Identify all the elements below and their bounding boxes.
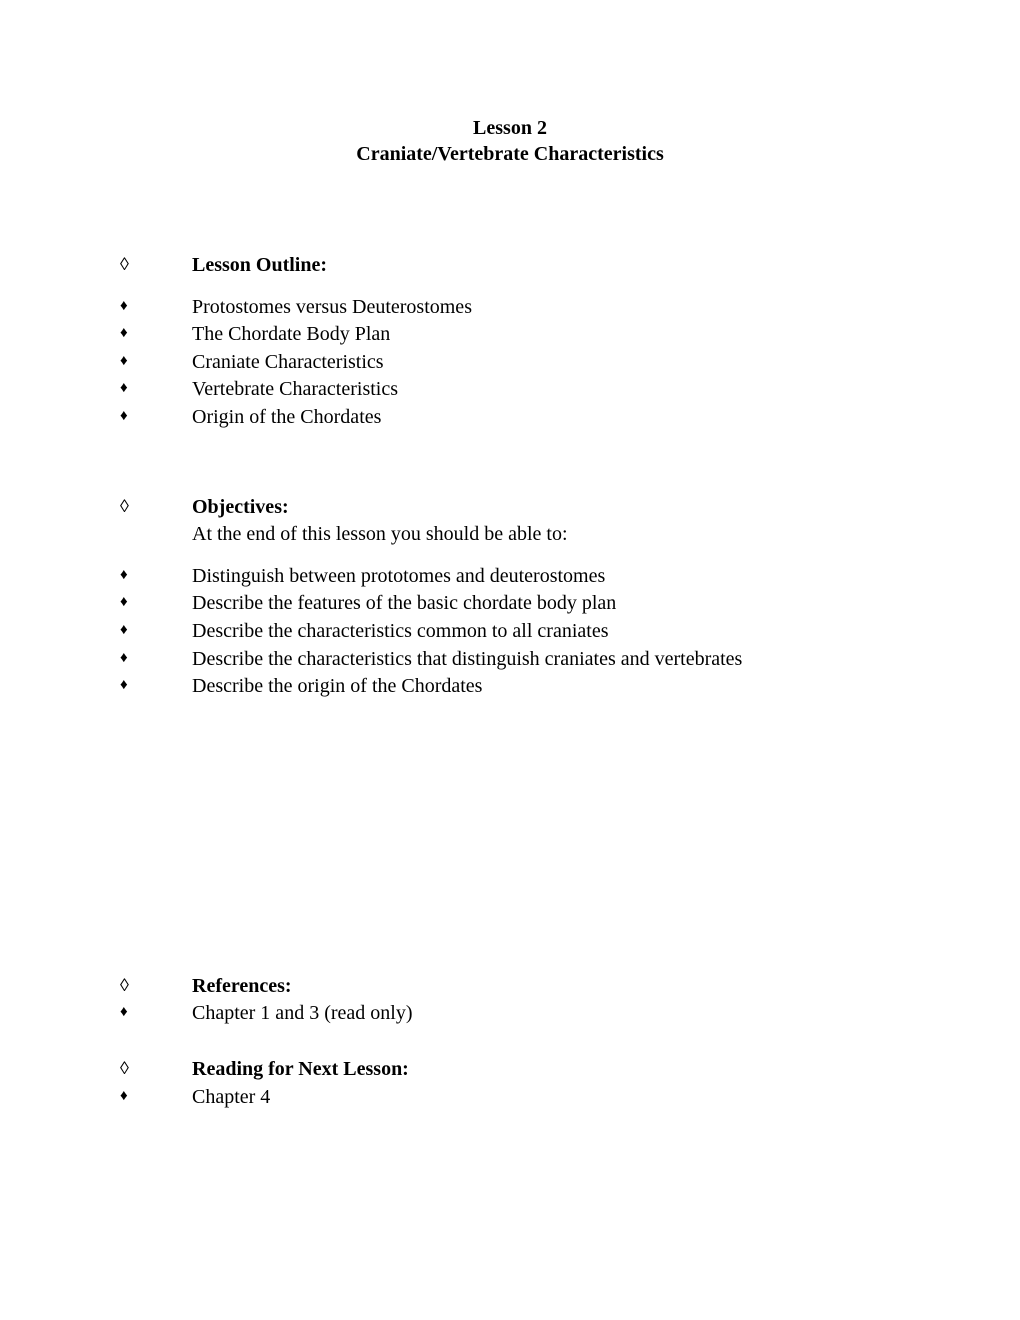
filled-diamond-icon: ♦ bbox=[120, 323, 192, 344]
filled-diamond-icon: ♦ bbox=[120, 620, 192, 641]
section-reading: ◊ Reading for Next Lesson: ♦ Chapter 4 bbox=[120, 1056, 900, 1111]
objectives-heading: Objectives: bbox=[192, 496, 289, 518]
outline-heading-row: ◊ Lesson Outline: bbox=[120, 252, 900, 280]
objectives-item: ♦ Describe the characteristics that dist… bbox=[120, 646, 900, 674]
objectives-subheading: At the end of this lesson you should be … bbox=[192, 523, 568, 545]
reading-item: ♦ Chapter 4 bbox=[120, 1084, 900, 1112]
title-line-2: Craniate/Vertebrate Characteristics bbox=[120, 141, 900, 167]
filled-diamond-icon: ♦ bbox=[120, 1086, 192, 1107]
objectives-item: ♦ Describe the characteristics common to… bbox=[120, 618, 900, 646]
section-references: ◊ References: ♦ Chapter 1 and 3 (read on… bbox=[120, 973, 900, 1028]
filled-diamond-icon: ♦ bbox=[120, 406, 192, 427]
filled-diamond-icon: ♦ bbox=[120, 675, 192, 696]
objectives-heading-row: ◊ Objectives: At the end of this lesson … bbox=[120, 494, 900, 549]
objectives-item-text: Describe the characteristics that distin… bbox=[192, 646, 900, 674]
filled-diamond-icon: ♦ bbox=[120, 648, 192, 669]
title-line-1: Lesson 2 bbox=[120, 115, 900, 141]
objectives-item-text: Describe the characteristics common to a… bbox=[192, 618, 900, 646]
objectives-heading-block: Objectives: At the end of this lesson yo… bbox=[192, 494, 900, 549]
reading-item-text: Chapter 4 bbox=[192, 1084, 900, 1112]
outline-item-text: Protostomes versus Deuterostomes bbox=[192, 294, 900, 322]
references-heading: References: bbox=[192, 973, 900, 1001]
outline-item: ♦ Protostomes versus Deuterostomes bbox=[120, 294, 900, 322]
outline-item-text: Craniate Characteristics bbox=[192, 349, 900, 377]
open-diamond-icon: ◊ bbox=[120, 494, 192, 519]
section-objectives: ◊ Objectives: At the end of this lesson … bbox=[120, 494, 900, 701]
outline-item-text: The Chordate Body Plan bbox=[192, 321, 900, 349]
section-outline: ◊ Lesson Outline: ♦ Protostomes versus D… bbox=[120, 252, 900, 432]
filled-diamond-icon: ♦ bbox=[120, 1002, 192, 1023]
objectives-item-text: Describe the origin of the Chordates bbox=[192, 673, 900, 701]
outline-item-text: Vertebrate Characteristics bbox=[192, 376, 900, 404]
reading-heading-row: ◊ Reading for Next Lesson: bbox=[120, 1056, 900, 1084]
open-diamond-icon: ◊ bbox=[120, 1056, 192, 1081]
filled-diamond-icon: ♦ bbox=[120, 565, 192, 586]
filled-diamond-icon: ♦ bbox=[120, 378, 192, 399]
open-diamond-icon: ◊ bbox=[120, 252, 192, 277]
outline-item: ♦ Vertebrate Characteristics bbox=[120, 376, 900, 404]
objectives-item-text: Describe the features of the basic chord… bbox=[192, 590, 900, 618]
outline-item-text: Origin of the Chordates bbox=[192, 404, 900, 432]
open-diamond-icon: ◊ bbox=[120, 973, 192, 998]
objectives-item: ♦ Describe the origin of the Chordates bbox=[120, 673, 900, 701]
outline-item: ♦ The Chordate Body Plan bbox=[120, 321, 900, 349]
objectives-item: ♦ Distinguish between prototomes and deu… bbox=[120, 563, 900, 591]
outline-heading: Lesson Outline: bbox=[192, 252, 900, 280]
objectives-item-text: Distinguish between prototomes and deute… bbox=[192, 563, 900, 591]
outline-item: ♦ Craniate Characteristics bbox=[120, 349, 900, 377]
title-block: Lesson 2 Craniate/Vertebrate Characteris… bbox=[120, 115, 900, 167]
objectives-item: ♦ Describe the features of the basic cho… bbox=[120, 590, 900, 618]
reading-heading: Reading for Next Lesson: bbox=[192, 1056, 900, 1084]
filled-diamond-icon: ♦ bbox=[120, 351, 192, 372]
references-item-text: Chapter 1 and 3 (read only) bbox=[192, 1000, 900, 1028]
filled-diamond-icon: ♦ bbox=[120, 592, 192, 613]
outline-item: ♦ Origin of the Chordates bbox=[120, 404, 900, 432]
filled-diamond-icon: ♦ bbox=[120, 296, 192, 317]
references-item: ♦ Chapter 1 and 3 (read only) bbox=[120, 1000, 900, 1028]
references-heading-row: ◊ References: bbox=[120, 973, 900, 1001]
